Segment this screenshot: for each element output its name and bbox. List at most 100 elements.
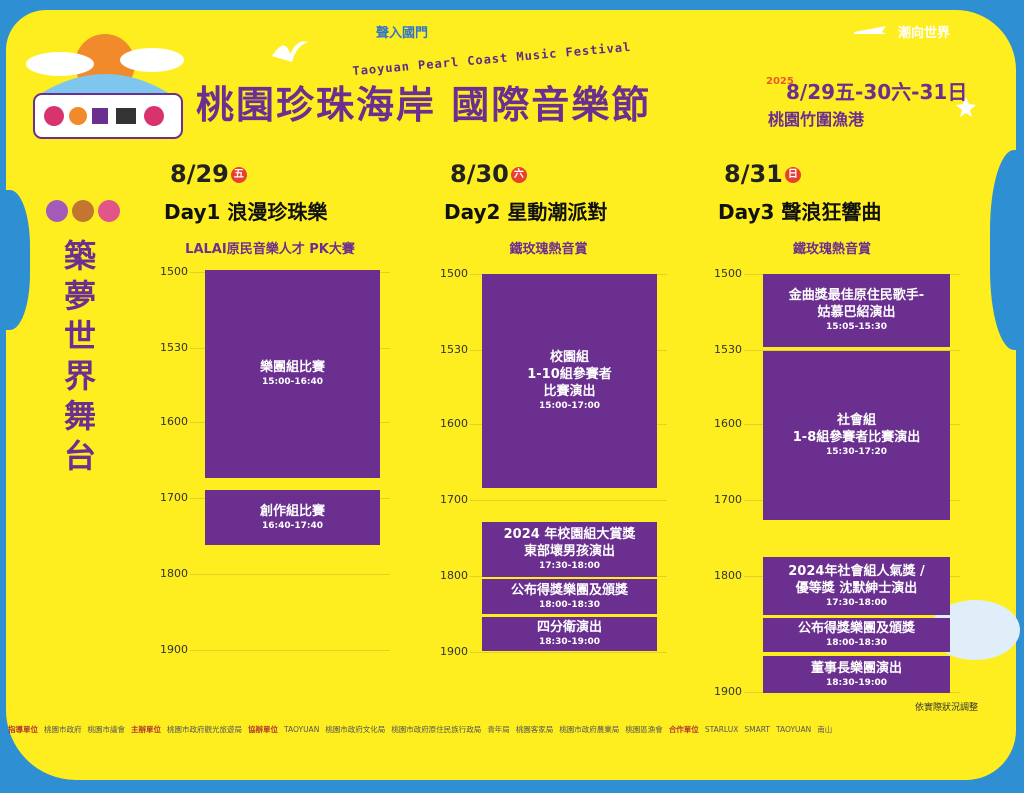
event-name: 優等獎 沈默紳士演出 (795, 580, 918, 596)
event-name: 公布得獎樂團及頒獎 (510, 582, 628, 598)
festival-dates: 8/29五-30六-31日 (786, 80, 968, 104)
event-name: 1-8組參賽者比賽演出 (792, 430, 921, 445)
event-time: 15:00-16:40 (261, 377, 324, 387)
partner-org: 南山 (817, 724, 833, 734)
day-date: 8/29 五 (170, 160, 247, 188)
rose-icon (46, 200, 68, 222)
event-time: 15:00-17:00 (538, 401, 601, 411)
event-name: 姑慕巴紹演出 (817, 305, 896, 320)
time-tick: 1900 (160, 643, 188, 656)
tagline-left: 聲入國門 (376, 26, 429, 41)
time-gridline (190, 574, 390, 575)
event-time: 17:30-18:00 (538, 561, 601, 571)
event-name: 比賽演出 (543, 384, 596, 399)
weekday-badge: 五 (230, 167, 247, 183)
time-tick: 1500 (714, 267, 742, 280)
time-tick: 1900 (714, 685, 742, 698)
day-subtitle: 鐵玫瑰熱音賞 (792, 242, 871, 257)
event-block: 樂團組比賽 15:00-16:40 (205, 270, 380, 478)
cloud-decoration (0, 190, 30, 330)
schedule-note: 依實際狀況調整 (915, 703, 979, 713)
event-name: 校園組 (549, 350, 589, 365)
event-name: 公布得獎樂團及頒獎 (797, 621, 915, 636)
time-tick: 1800 (160, 567, 188, 580)
day-date: 8/30 六 (450, 160, 527, 188)
co-label: 協辦單位 (248, 724, 278, 734)
time-tick: 1500 (440, 267, 468, 280)
star-icon (956, 97, 976, 117)
co-org: 桃園客家局 (515, 724, 554, 734)
event-name: 東部壞男孩演出 (523, 544, 615, 559)
time-tick: 1800 (714, 569, 742, 582)
weekday-badge: 六 (510, 167, 527, 183)
guide-org: 桃園市政府 (44, 724, 82, 734)
rose-icon (98, 200, 120, 222)
time-gridline (470, 500, 667, 501)
time-tick: 1700 (714, 493, 742, 506)
day-date: 8/31 日 (724, 160, 801, 188)
co-org: 桃園市政府原住民族行政局 (391, 724, 482, 734)
event-name: 社會組 (836, 413, 876, 428)
day-title: Day2 星動潮派對 (444, 200, 608, 224)
time-tick: 1500 (160, 265, 188, 278)
day-date-text: 8/30 (450, 160, 509, 188)
day-title: Day1 浪漫珍珠樂 (164, 200, 328, 224)
event-block: 社會組 1-8組參賽者比賽演出 15:30-17:20 (763, 351, 950, 520)
time-tick: 1530 (714, 343, 742, 356)
event-block: 董事長樂團演出 18:30-19:00 (763, 656, 950, 693)
co-org: 青年局 (487, 724, 510, 734)
day-date-text: 8/31 (724, 160, 783, 188)
host-org: 桃園市政府觀光旅遊局 (167, 724, 242, 734)
co-org: TAOYUAN (284, 724, 320, 734)
event-block: 校園組 1-10組參賽者 比賽演出 15:00-17:00 (482, 274, 657, 488)
event-name: 四分衛演出 (536, 620, 602, 635)
co-org: 桃園市政府文化局 (325, 724, 386, 734)
tagline-right: 潮向世界 (898, 26, 951, 41)
stage-name: 築夢世界舞台 (63, 237, 96, 475)
time-tick: 1700 (160, 491, 188, 504)
guide-label: 指導單位 (8, 724, 38, 734)
time-tick: 1530 (440, 343, 468, 356)
airplane-icon (854, 26, 886, 34)
event-time: 16:40-17:40 (261, 520, 324, 531)
time-tick: 1530 (160, 341, 188, 354)
festival-year: 2025 (766, 76, 794, 87)
time-tick: 1600 (440, 417, 468, 430)
festival-logo-illustration (26, 34, 184, 139)
day-subtitle: 鐵玫瑰熱音賞 (509, 242, 588, 257)
festival-title: 桃園珍珠海岸 國際音樂節 (196, 82, 652, 127)
event-name: 2024 年校園組大賞獎 (503, 527, 636, 542)
co-org: 桃園區漁會 (625, 724, 663, 734)
partner-org: TAOYUAN (775, 724, 812, 734)
event-block: 四分衛演出 18:30-19:00 (482, 617, 657, 651)
weekday-badge: 日 (784, 167, 801, 183)
time-gridline (744, 350, 960, 351)
partner-label: 合作單位 (668, 724, 699, 734)
event-block: 2024年社會組人氣獎 / 優等獎 沈默紳士演出 17:30-18:00 (763, 557, 950, 615)
host-label: 主辦單位 (131, 724, 161, 734)
day-title: Day3 聲浪狂響曲 (718, 200, 882, 224)
time-tick: 1600 (714, 417, 742, 430)
event-name: 樂團組比賽 (259, 360, 325, 375)
festival-venue: 桃園竹圍漁港 (768, 110, 865, 129)
pearl-icon (72, 200, 94, 222)
time-tick: 1600 (160, 415, 188, 428)
event-name: 董事長樂團演出 (810, 660, 902, 676)
event-time: 18:30-19:00 (538, 637, 601, 647)
time-tick: 1700 (440, 493, 468, 506)
event-name: 創作組比賽 (259, 503, 325, 519)
partner-org: STARLUX (704, 724, 739, 734)
day-date-text: 8/29 (170, 160, 229, 188)
event-name: 金曲獎最佳原住民歌手- (788, 288, 925, 303)
event-name: 1-10組參賽者 (527, 367, 612, 382)
event-block: 公布得獎樂團及頒獎 18:00-18:30 (763, 618, 950, 652)
day-subtitle: LALAI原民音樂人才 PK大賽 (185, 242, 355, 257)
footer-sponsors: 指導單位 桃園市政府 桃園市議會 主辦單位 桃園市政府觀光旅遊局 協辦單位 TA… (0, 716, 1024, 742)
guide-org: 桃園市議會 (87, 724, 126, 734)
event-time: 18:00-18:30 (538, 599, 601, 610)
event-block: 創作組比賽 16:40-17:40 (205, 490, 380, 545)
cloud-decoration (990, 150, 1024, 350)
event-time: 15:05-15:30 (825, 322, 888, 332)
event-time: 17:30-18:00 (825, 597, 888, 608)
